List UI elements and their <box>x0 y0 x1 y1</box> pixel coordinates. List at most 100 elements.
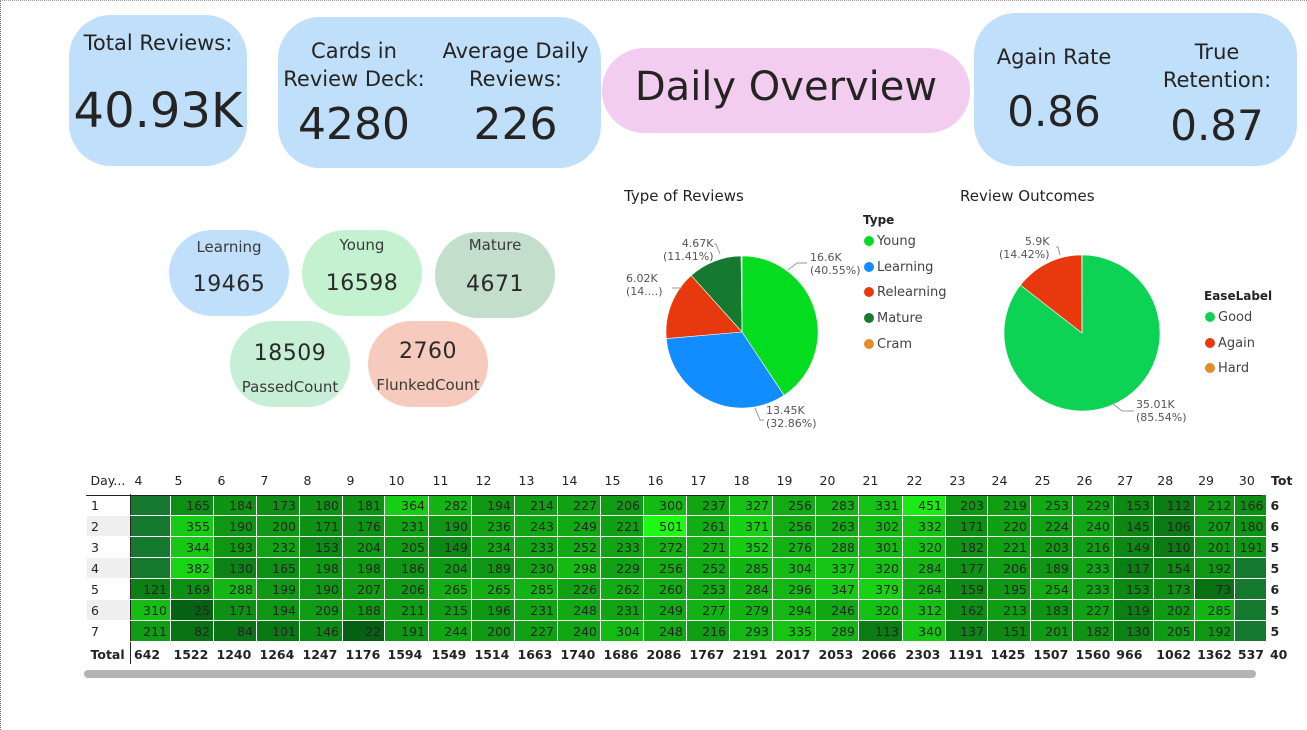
matrix-cell[interactable]: 180 <box>299 494 343 516</box>
matrix-cell[interactable]: 169 <box>170 578 214 600</box>
matrix-cell[interactable]: 364 <box>384 494 429 516</box>
matrix-cell[interactable]: 177 <box>945 557 988 579</box>
matrix-column-header[interactable]: 17 <box>690 472 707 488</box>
matrix-cell[interactable]: 101 <box>256 620 300 642</box>
matrix-cell[interactable]: 298 <box>557 557 601 579</box>
matrix-cell[interactable]: 265 <box>428 578 472 600</box>
matrix-cell[interactable]: 201 <box>1193 536 1236 558</box>
matrix-cell[interactable]: 180 <box>1234 515 1268 537</box>
matrix-cell[interactable]: 233 <box>600 536 644 558</box>
matrix-cell[interactable]: 252 <box>686 557 730 579</box>
legend-item-cram[interactable]: Cram <box>864 337 912 352</box>
matrix-cell[interactable]: 165 <box>256 557 300 579</box>
matrix-cell[interactable]: 166 <box>1234 494 1268 516</box>
matrix-cell[interactable]: 137 <box>945 620 988 642</box>
matrix-cell[interactable] <box>130 494 171 516</box>
matrix-cell[interactable]: 260 <box>643 578 687 600</box>
legend-item-relearning[interactable]: Relearning <box>864 285 946 300</box>
matrix-cell[interactable]: 382 <box>170 557 214 579</box>
matrix-corner-header[interactable]: Day... <box>90 472 126 488</box>
matrix-cell[interactable]: 199 <box>256 578 300 600</box>
matrix-cell[interactable]: 162 <box>945 599 988 621</box>
matrix-cell[interactable]: 256 <box>772 494 816 516</box>
matrix-cell[interactable]: 182 <box>945 536 988 558</box>
matrix-cell[interactable]: 240 <box>1072 515 1114 537</box>
matrix-cell[interactable]: 296 <box>772 578 816 600</box>
matrix-column-header[interactable]: 10 <box>388 472 405 488</box>
legend-item-mature[interactable]: Mature <box>864 311 923 326</box>
matrix-cell[interactable]: 188 <box>342 599 385 621</box>
matrix-cell[interactable]: 204 <box>342 536 385 558</box>
matrix-cell[interactable]: 249 <box>643 599 687 621</box>
matrix-column-header[interactable]: 13 <box>518 472 535 488</box>
matrix-column-header[interactable]: 11 <box>432 472 449 488</box>
matrix-cell[interactable]: 201 <box>1030 620 1073 642</box>
matrix-cell[interactable] <box>1234 599 1268 621</box>
matrix-column-header[interactable]: 26 <box>1076 472 1093 488</box>
matrix-cell[interactable]: 240 <box>557 620 601 642</box>
matrix-column-header[interactable]: 4 <box>134 472 143 488</box>
matrix-cell[interactable]: 347 <box>815 578 859 600</box>
matrix-cell[interactable] <box>130 515 171 537</box>
matrix-cell[interactable]: 262 <box>600 578 644 600</box>
matrix-cell[interactable]: 451 <box>902 494 946 516</box>
matrix-cell[interactable]: 171 <box>213 599 257 621</box>
matrix-cell[interactable]: 340 <box>902 620 946 642</box>
matrix-cell[interactable]: 171 <box>945 515 988 537</box>
matrix-cell[interactable]: 285 <box>1193 599 1236 621</box>
matrix-cell[interactable]: 320 <box>858 557 903 579</box>
matrix-cell[interactable]: 184 <box>213 494 257 516</box>
matrix-cell[interactable]: 227 <box>1072 599 1114 621</box>
matrix-cell[interactable]: 183 <box>1030 599 1073 621</box>
matrix-column-header[interactable]: 7 <box>260 472 269 488</box>
matrix-cell[interactable]: 211 <box>384 599 429 621</box>
matrix-cell[interactable]: 196 <box>471 599 515 621</box>
matrix-cell[interactable]: 264 <box>902 578 946 600</box>
pie-slice-learning[interactable] <box>665 331 785 409</box>
matrix-cell[interactable]: 276 <box>772 536 816 558</box>
matrix-cell[interactable]: 216 <box>686 620 730 642</box>
matrix-column-header[interactable]: 16 <box>647 472 664 488</box>
matrix-cell[interactable]: 207 <box>1193 515 1236 537</box>
matrix-cell[interactable]: 113 <box>858 620 903 642</box>
matrix-cell[interactable]: 130 <box>1112 620 1154 642</box>
matrix-cell[interactable]: 253 <box>1030 494 1073 516</box>
matrix-cell[interactable]: 501 <box>643 515 687 537</box>
legend-item-again[interactable]: Again <box>1205 336 1255 351</box>
matrix-cell[interactable]: 227 <box>514 620 558 642</box>
matrix-cell[interactable]: 190 <box>213 515 257 537</box>
matrix-column-header[interactable]: 14 <box>561 472 578 488</box>
matrix-cell[interactable] <box>130 557 171 579</box>
matrix-cell[interactable]: 253 <box>686 578 730 600</box>
pie-slice-relearning[interactable] <box>665 275 743 339</box>
matrix-cell[interactable]: 209 <box>299 599 343 621</box>
matrix-cell[interactable]: 248 <box>557 599 601 621</box>
matrix-cell[interactable]: 211 <box>130 620 171 642</box>
matrix-cell[interactable]: 289 <box>815 620 859 642</box>
matrix-cell[interactable]: 206 <box>987 557 1031 579</box>
matrix-column-header[interactable]: 20 <box>819 472 836 488</box>
matrix-cell[interactable] <box>130 536 171 558</box>
matrix-cell[interactable]: 191 <box>1234 536 1268 558</box>
matrix-cell[interactable] <box>1234 578 1268 600</box>
matrix-cell[interactable]: 206 <box>600 494 644 516</box>
matrix-cell[interactable]: 352 <box>729 536 773 558</box>
matrix-column-header[interactable]: 24 <box>991 472 1008 488</box>
matrix-cell[interactable]: 254 <box>1030 578 1073 600</box>
matrix-cell[interactable]: 181 <box>342 494 385 516</box>
matrix-cell[interactable]: 246 <box>815 599 859 621</box>
matrix-cell[interactable]: 186 <box>384 557 429 579</box>
matrix-cell[interactable]: 232 <box>256 536 300 558</box>
matrix-cell[interactable]: 233 <box>1072 578 1114 600</box>
matrix-cell[interactable]: 119 <box>1112 599 1154 621</box>
matrix-cell[interactable]: 195 <box>987 578 1031 600</box>
matrix-cell[interactable]: 193 <box>213 536 257 558</box>
matrix-cell[interactable]: 182 <box>1072 620 1114 642</box>
matrix-cell[interactable]: 231 <box>600 599 644 621</box>
matrix-cell[interactable]: 224 <box>1030 515 1073 537</box>
matrix-cell[interactable]: 173 <box>1152 578 1195 600</box>
matrix-cell[interactable]: 226 <box>557 578 601 600</box>
matrix-cell[interactable]: 154 <box>1152 557 1195 579</box>
matrix-cell[interactable]: 285 <box>729 557 773 579</box>
matrix-cell[interactable]: 198 <box>342 557 385 579</box>
